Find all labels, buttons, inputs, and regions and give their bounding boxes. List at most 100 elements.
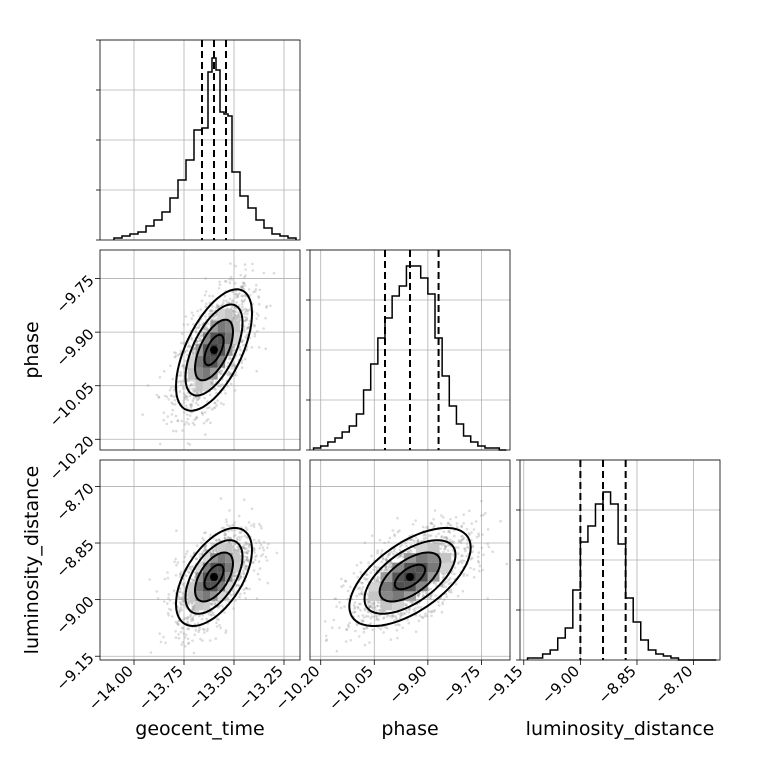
x-tick-label: −9.90 <box>385 662 430 707</box>
sample-point <box>214 546 217 550</box>
sample-point <box>210 309 213 312</box>
sample-point <box>402 552 405 555</box>
sample-point <box>398 616 402 620</box>
sample-point <box>229 275 233 279</box>
sample-point <box>408 600 412 604</box>
sample-point <box>231 290 234 294</box>
sample-point <box>181 582 185 586</box>
sample-point <box>194 330 198 333</box>
sample-point <box>174 429 178 433</box>
panel-frame <box>309 249 511 451</box>
sample-point <box>389 561 393 565</box>
sample-point <box>203 328 206 331</box>
sample-point <box>396 636 399 640</box>
sample-point <box>183 395 187 399</box>
sample-point <box>245 327 249 330</box>
sample-point <box>178 590 181 594</box>
density-cell <box>427 562 440 573</box>
sample-point <box>261 546 265 549</box>
sample-point <box>180 341 183 345</box>
sample-point <box>384 568 387 571</box>
sample-point <box>234 533 237 537</box>
sample-point <box>242 588 246 591</box>
sample-point <box>200 541 203 544</box>
sample-point <box>232 346 236 349</box>
sample-point <box>416 538 420 542</box>
sample-point <box>472 575 476 579</box>
density-cell <box>188 581 196 592</box>
sample-point <box>252 549 255 552</box>
sample-point <box>469 557 473 561</box>
sample-point <box>355 623 359 627</box>
sample-point <box>393 534 397 538</box>
sample-point <box>162 418 165 422</box>
sample-point <box>170 394 173 397</box>
sample-point <box>217 539 221 542</box>
sample-point <box>168 388 172 392</box>
density-cell <box>439 562 452 573</box>
sample-point <box>235 583 238 587</box>
sample-point <box>368 605 371 608</box>
sample-point <box>210 603 214 606</box>
sample-point <box>447 529 451 533</box>
sample-point <box>185 617 188 620</box>
sample-point <box>227 529 230 533</box>
sample-point <box>227 357 231 361</box>
sample-point <box>389 638 393 641</box>
sample-point <box>238 595 241 599</box>
sample-point <box>212 406 216 410</box>
sample-point <box>471 550 475 553</box>
sample-point <box>443 548 446 551</box>
sample-point <box>205 325 208 329</box>
sample-point <box>184 644 187 648</box>
sample-point <box>477 551 481 554</box>
sample-point <box>234 296 238 299</box>
sample-point <box>240 359 244 362</box>
sample-point <box>209 379 213 383</box>
sample-point <box>234 316 237 320</box>
sample-point <box>371 628 374 631</box>
sample-point <box>440 610 444 614</box>
sample-point <box>432 526 436 529</box>
sample-point <box>184 633 188 637</box>
sample-point <box>246 559 250 562</box>
sample-point <box>218 623 221 627</box>
contour-level-0 <box>393 563 427 591</box>
sample-point <box>344 640 348 643</box>
x-tick-label: −8.85 <box>595 662 640 707</box>
sample-point <box>376 577 380 580</box>
sample-point <box>346 597 350 601</box>
sample-point <box>219 497 223 500</box>
sample-point <box>157 396 160 399</box>
sample-point <box>192 348 195 352</box>
sample-point <box>244 564 247 568</box>
sample-point <box>252 522 256 526</box>
sample-point <box>210 602 213 606</box>
sample-point <box>240 361 244 365</box>
sample-point <box>237 313 240 317</box>
sample-point <box>204 315 207 318</box>
sample-point <box>442 583 445 587</box>
sample-point <box>252 569 256 572</box>
density-cell <box>415 553 428 563</box>
sample-point <box>254 283 258 287</box>
sample-point <box>360 581 364 585</box>
sample-point <box>257 346 261 349</box>
sample-point <box>262 540 266 544</box>
sample-point <box>215 550 219 553</box>
sample-point <box>251 561 255 564</box>
sample-point <box>197 397 201 400</box>
sample-point <box>450 540 454 543</box>
sample-point <box>206 418 210 421</box>
sample-point <box>446 549 450 552</box>
sample-point <box>375 618 378 621</box>
sample-point <box>190 317 193 320</box>
sample-point <box>246 308 249 312</box>
sample-point <box>486 542 490 546</box>
sample-point <box>253 332 257 336</box>
sample-point <box>219 369 223 372</box>
panel-frame <box>99 39 301 241</box>
sample-point <box>243 312 246 316</box>
sample-point <box>429 534 433 537</box>
sample-point <box>363 608 367 612</box>
